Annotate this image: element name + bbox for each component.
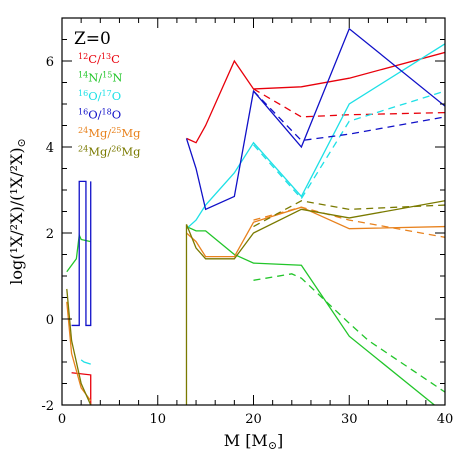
legend-entry-0: 12C/13C — [78, 52, 120, 67]
y-axis-title-sub: ⊙ — [15, 138, 28, 147]
series-line-14 — [253, 206, 445, 238]
legend-entry-2: 16O/17O — [78, 89, 121, 104]
legend-entry-4: 24Mg/25Mg — [78, 126, 141, 141]
y-tick-label: 6 — [46, 55, 54, 70]
series-line-7 — [186, 43, 445, 230]
series-line-6 — [80, 359, 91, 365]
y-axis-title: log(¹X/²X)/(¹X/²X)⊙ — [7, 138, 28, 285]
x-axis-title: M [M⊙] — [224, 431, 284, 452]
legend-entry-3: 16O/18O — [78, 107, 121, 122]
series-line-15 — [66, 288, 92, 405]
y-tick-label: -2 — [41, 399, 54, 414]
series-line-16 — [185, 200, 445, 405]
series-line-2 — [253, 88, 445, 118]
y-tick-label: 2 — [46, 227, 54, 242]
series-line-17 — [253, 200, 445, 228]
series-line-11 — [253, 90, 445, 142]
x-tick-label: 30 — [341, 412, 358, 427]
series-line-8 — [253, 90, 445, 200]
x-axis-title-sub: ⊙ — [268, 439, 277, 452]
x-tick-label: 20 — [245, 412, 262, 427]
series-line-9 — [71, 180, 92, 327]
x-axis-title-main: M [M — [224, 431, 268, 450]
legend-entry-1: 14N/15N — [78, 70, 122, 85]
y-tick-label: 0 — [46, 313, 54, 328]
x-tick-label: 40 — [437, 412, 454, 427]
labels-layer: 0 10 20 30 40 -2 0 2 4 6 — [41, 55, 453, 427]
series-line-1 — [186, 51, 445, 144]
series-line-13 — [186, 206, 445, 258]
series-line-5 — [253, 273, 445, 393]
series-line-0 — [71, 372, 92, 405]
x-tick-label: 0 — [58, 412, 66, 427]
legend-entry-5: 24Mg/26Mg — [78, 144, 141, 159]
y-axis-title-main: log(¹X/²X)/(¹X/²X) — [7, 147, 26, 284]
series-line-10 — [185, 27, 445, 211]
x-axis-title-close: ] — [277, 431, 283, 450]
panel-label: Z=0 — [74, 29, 111, 49]
series-layer — [66, 27, 445, 405]
legend: 12C/13C 14N/15N 16O/17O 16O/18O 24Mg/25Mg 24M… — [78, 52, 141, 159]
x-tick-label: 10 — [149, 412, 166, 427]
y-tick-label: 4 — [46, 141, 54, 156]
ticks-layer — [61, 17, 446, 406]
series-line-4 — [186, 225, 436, 405]
